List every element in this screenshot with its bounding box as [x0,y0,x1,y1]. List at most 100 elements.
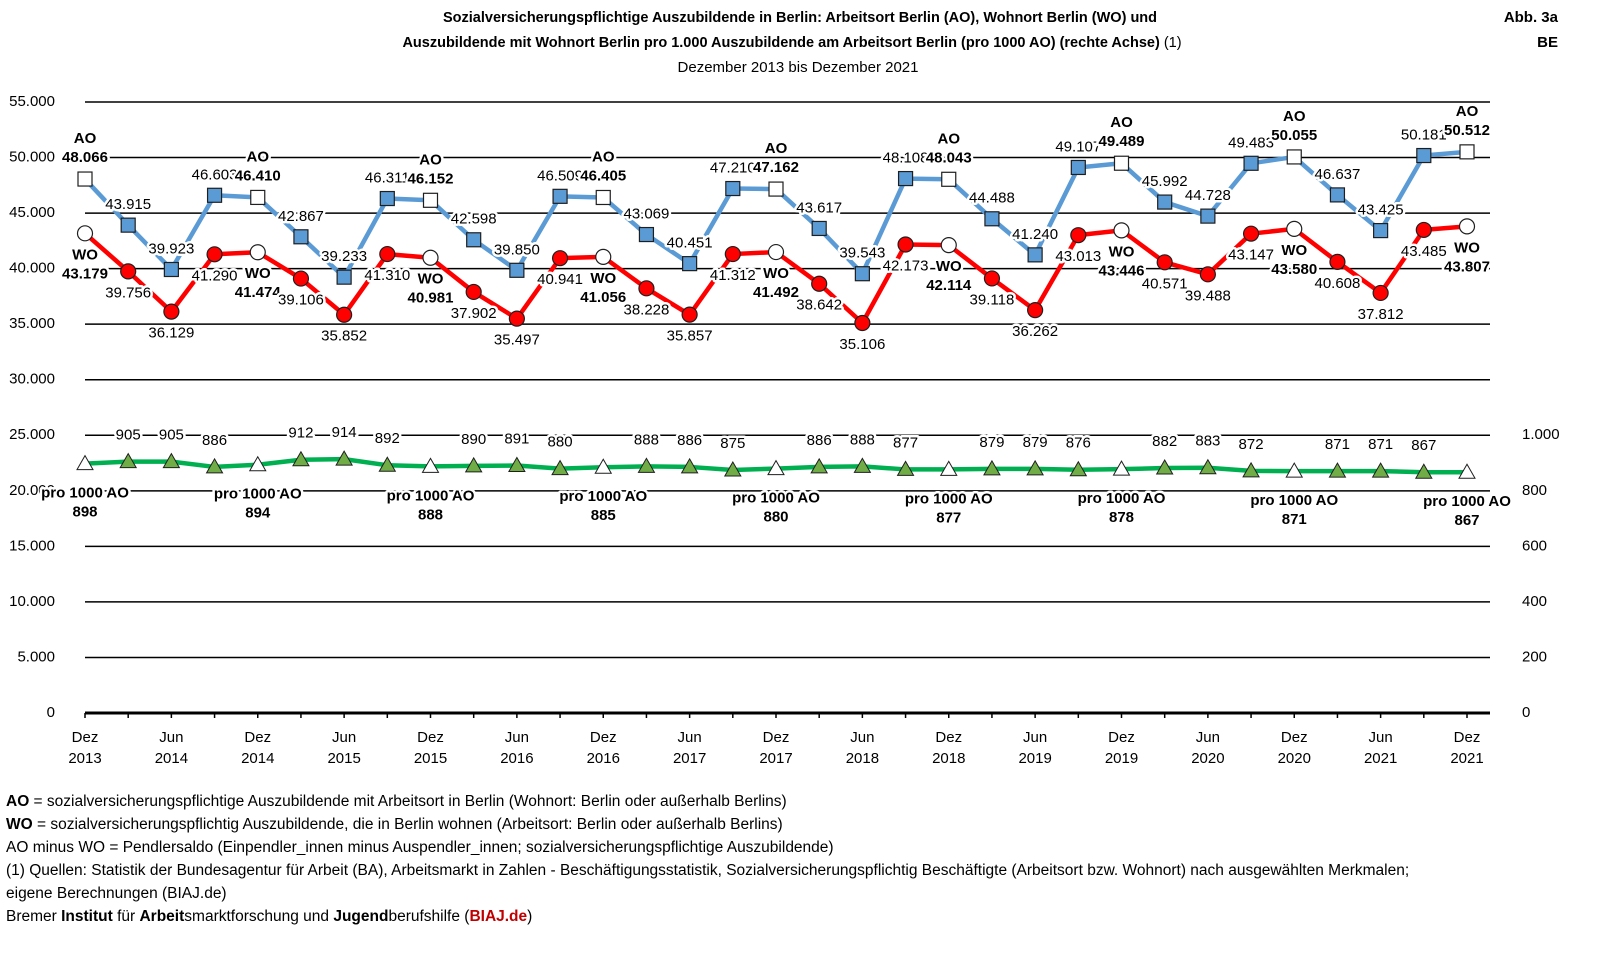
y2-tick-label: 0 [1522,704,1530,721]
value-label: 905 [116,427,141,444]
marker [1026,459,1044,476]
value-label: 888 [850,431,875,448]
value-label: 38.642 [796,297,842,314]
value-label: 49.489 [1099,133,1145,150]
y-tick-label: 25.000 [9,426,55,443]
value-label: 37.902 [451,305,497,322]
chart-title: Sozialversicherungspflichtige Auszubilde… [443,10,1157,26]
marker [1156,254,1173,271]
marker [162,452,181,469]
y2-tick-label: 600 [1522,537,1547,554]
chart: Sozialversicherungspflichtige Auszubilde… [9,9,1559,767]
marker [77,171,93,187]
value-label: 47.210 [710,160,756,177]
marker [551,459,569,476]
x-tick-label: Jun 2021 [1364,729,1397,767]
value-label: 886 [677,432,702,449]
marker [723,460,742,477]
marker [810,457,829,474]
y-tick-label: 10.000 [9,593,55,610]
marker [508,310,525,327]
value-label: 871 [1282,511,1307,528]
value-label: 892 [375,430,400,447]
series-name-label: pro 1000 AO [1423,493,1511,510]
series-name-label: WO [763,265,789,282]
series-name-label: WO [245,265,271,282]
value-label: 38.228 [623,301,669,318]
x-tick-label-line: 2014 [155,750,188,767]
marker [1416,147,1432,164]
marker [1199,458,1217,475]
value-label: 871 [1325,436,1350,453]
marker [1070,227,1087,244]
chart-subtitle: Dezember 2013 bis Dezember 2021 [678,59,919,76]
marker [1242,225,1260,242]
marker [681,306,698,323]
x-tick-label-line: 2015 [327,750,360,767]
marker [595,248,612,266]
x-tick-label-line: 2016 [500,750,533,767]
series-name-label: WO [1281,242,1307,259]
value-label: 37.812 [1358,306,1404,323]
marker [637,457,656,473]
footnote-text: BIAJ.de [469,908,528,925]
marker [594,458,613,474]
marker [811,220,827,237]
value-label: 39.106 [278,292,324,309]
y-tick-label: 55.000 [9,93,55,110]
footnote-text: Jugend [333,908,389,925]
footnotes: AO = sozialversicherungspflichtige Auszu… [6,790,1409,928]
marker [551,250,569,267]
chart-title-line: Auszubildende mit Wohnort Berlin pro 1.0… [402,35,1160,51]
x-tick-label: Jun 2014 [155,729,188,767]
x-tick-label-line: Jun [505,729,529,746]
series-name-label: AO [765,140,788,157]
footnote: AO = sozialversicherungspflichtige Auszu… [6,790,1409,813]
value-label: 883 [1195,433,1220,450]
marker [767,459,785,476]
y-tick-label: 5.000 [17,648,55,665]
value-label: 40.981 [408,290,454,307]
x-tick-label-line: Jun [159,729,183,746]
footnote-text: eigene Berechnungen (BIAJ.de) [6,885,227,902]
marker [120,263,137,280]
footnote: (1) Quellen: Statistik der Bundesagentur… [6,859,1409,882]
value-label: 880 [763,509,788,526]
marker [464,456,483,473]
value-label: 41.240 [1012,226,1058,243]
marker [120,217,136,233]
value-label: 43.617 [796,199,842,216]
value-label: 879 [979,434,1004,451]
marker [1027,302,1044,319]
marker [1113,155,1130,171]
value-label: 41.474 [235,284,282,301]
y-tick-label: 50.000 [9,149,55,166]
value-label: 42.173 [883,257,929,274]
y-tick-label: 40.000 [9,260,55,277]
marker [1372,284,1389,302]
marker [163,261,179,278]
x-tick-label-line: 2019 [1105,750,1138,767]
marker [249,244,266,261]
value-label: 48.043 [926,149,972,166]
value-label: 912 [288,425,313,442]
marker [638,280,655,297]
x-tick-label-line: 2020 [1191,750,1224,767]
marker [293,229,309,245]
value-label: 35.497 [494,332,540,349]
value-label: 46.603 [192,166,238,183]
value-label: 43.446 [1099,262,1145,279]
marker [767,243,785,261]
marker [378,456,397,472]
value-label: 877 [936,509,961,526]
series-name-label: AO [1283,108,1306,125]
footnote-text: smarktforschung und [184,908,334,925]
marker [854,314,871,332]
x-tick-label-line: Dez [590,729,617,746]
value-label: 46.152 [408,170,454,187]
marker [206,246,223,263]
series-name-label: pro 1000 AO [905,490,993,507]
series-name-label: WO [590,270,616,287]
marker [509,262,525,278]
